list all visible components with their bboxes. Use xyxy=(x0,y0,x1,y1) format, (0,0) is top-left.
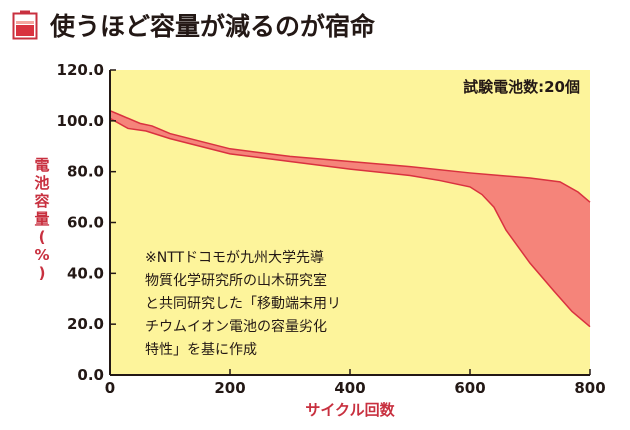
title-row: 使うほど容量が減るのが宿命 xyxy=(12,8,375,42)
y-axis-label-char: 量 xyxy=(34,210,49,228)
capacity-range-area xyxy=(110,110,590,327)
x-axis-label: サイクル回数 xyxy=(305,401,395,419)
page-title: 使うほど容量が減るのが宿命 xyxy=(50,12,376,41)
y-tick-label: 0.0 xyxy=(77,366,104,384)
x-tick-label: 200 xyxy=(214,379,245,397)
series-line-upper xyxy=(109,109,591,203)
source-note: ※NTTドコモが九州大学先導物質化学研究所の山木研究室と共同研究した「移動端末用… xyxy=(145,250,341,358)
y-tick-label: 120.0 xyxy=(57,61,104,79)
y-axis-label-char: 池 xyxy=(34,174,49,192)
y-axis-label-char: ( xyxy=(39,228,46,246)
y-axis-label-char: % xyxy=(34,246,49,264)
note-line: 特性」を基に作成 xyxy=(145,341,257,358)
x-tick-label: 800 xyxy=(574,379,605,397)
y-tick-label: 20.0 xyxy=(67,315,104,333)
capacity-band-group xyxy=(109,109,591,328)
y-tick-label: 60.0 xyxy=(67,214,104,232)
x-tick-label: 0 xyxy=(105,379,115,397)
y-axis-label-char: ) xyxy=(39,264,46,282)
x-tick-label: 400 xyxy=(334,379,365,397)
y-axis-label-char: 電 xyxy=(34,156,49,174)
x-tick-label: 600 xyxy=(454,379,485,397)
note-line: と共同研究した「移動端末用リ xyxy=(145,296,341,312)
y-tick-label: 100.0 xyxy=(57,112,104,130)
note-line: チウムイオン電池の容量劣化 xyxy=(145,318,327,335)
y-tick-label: 80.0 xyxy=(67,163,104,181)
test-battery-count: 試験電池数:20個 xyxy=(463,78,580,96)
ticks-group: 0.0 20.0 40.0 60.0 80.0 100.0 120.0 0 200 400 600 8… xyxy=(57,61,606,397)
y-tick-label: 40.0 xyxy=(67,264,104,282)
battery-icon xyxy=(12,10,38,40)
series-line-lower xyxy=(109,117,591,328)
y-axis-label-char: 容 xyxy=(33,192,49,210)
note-line: 物質化学研究所の山木研究室 xyxy=(145,272,327,289)
note-line: ※NTTドコモが九州大学先導 xyxy=(145,250,324,266)
y-axis-label: 電池容量(%) xyxy=(33,156,49,282)
